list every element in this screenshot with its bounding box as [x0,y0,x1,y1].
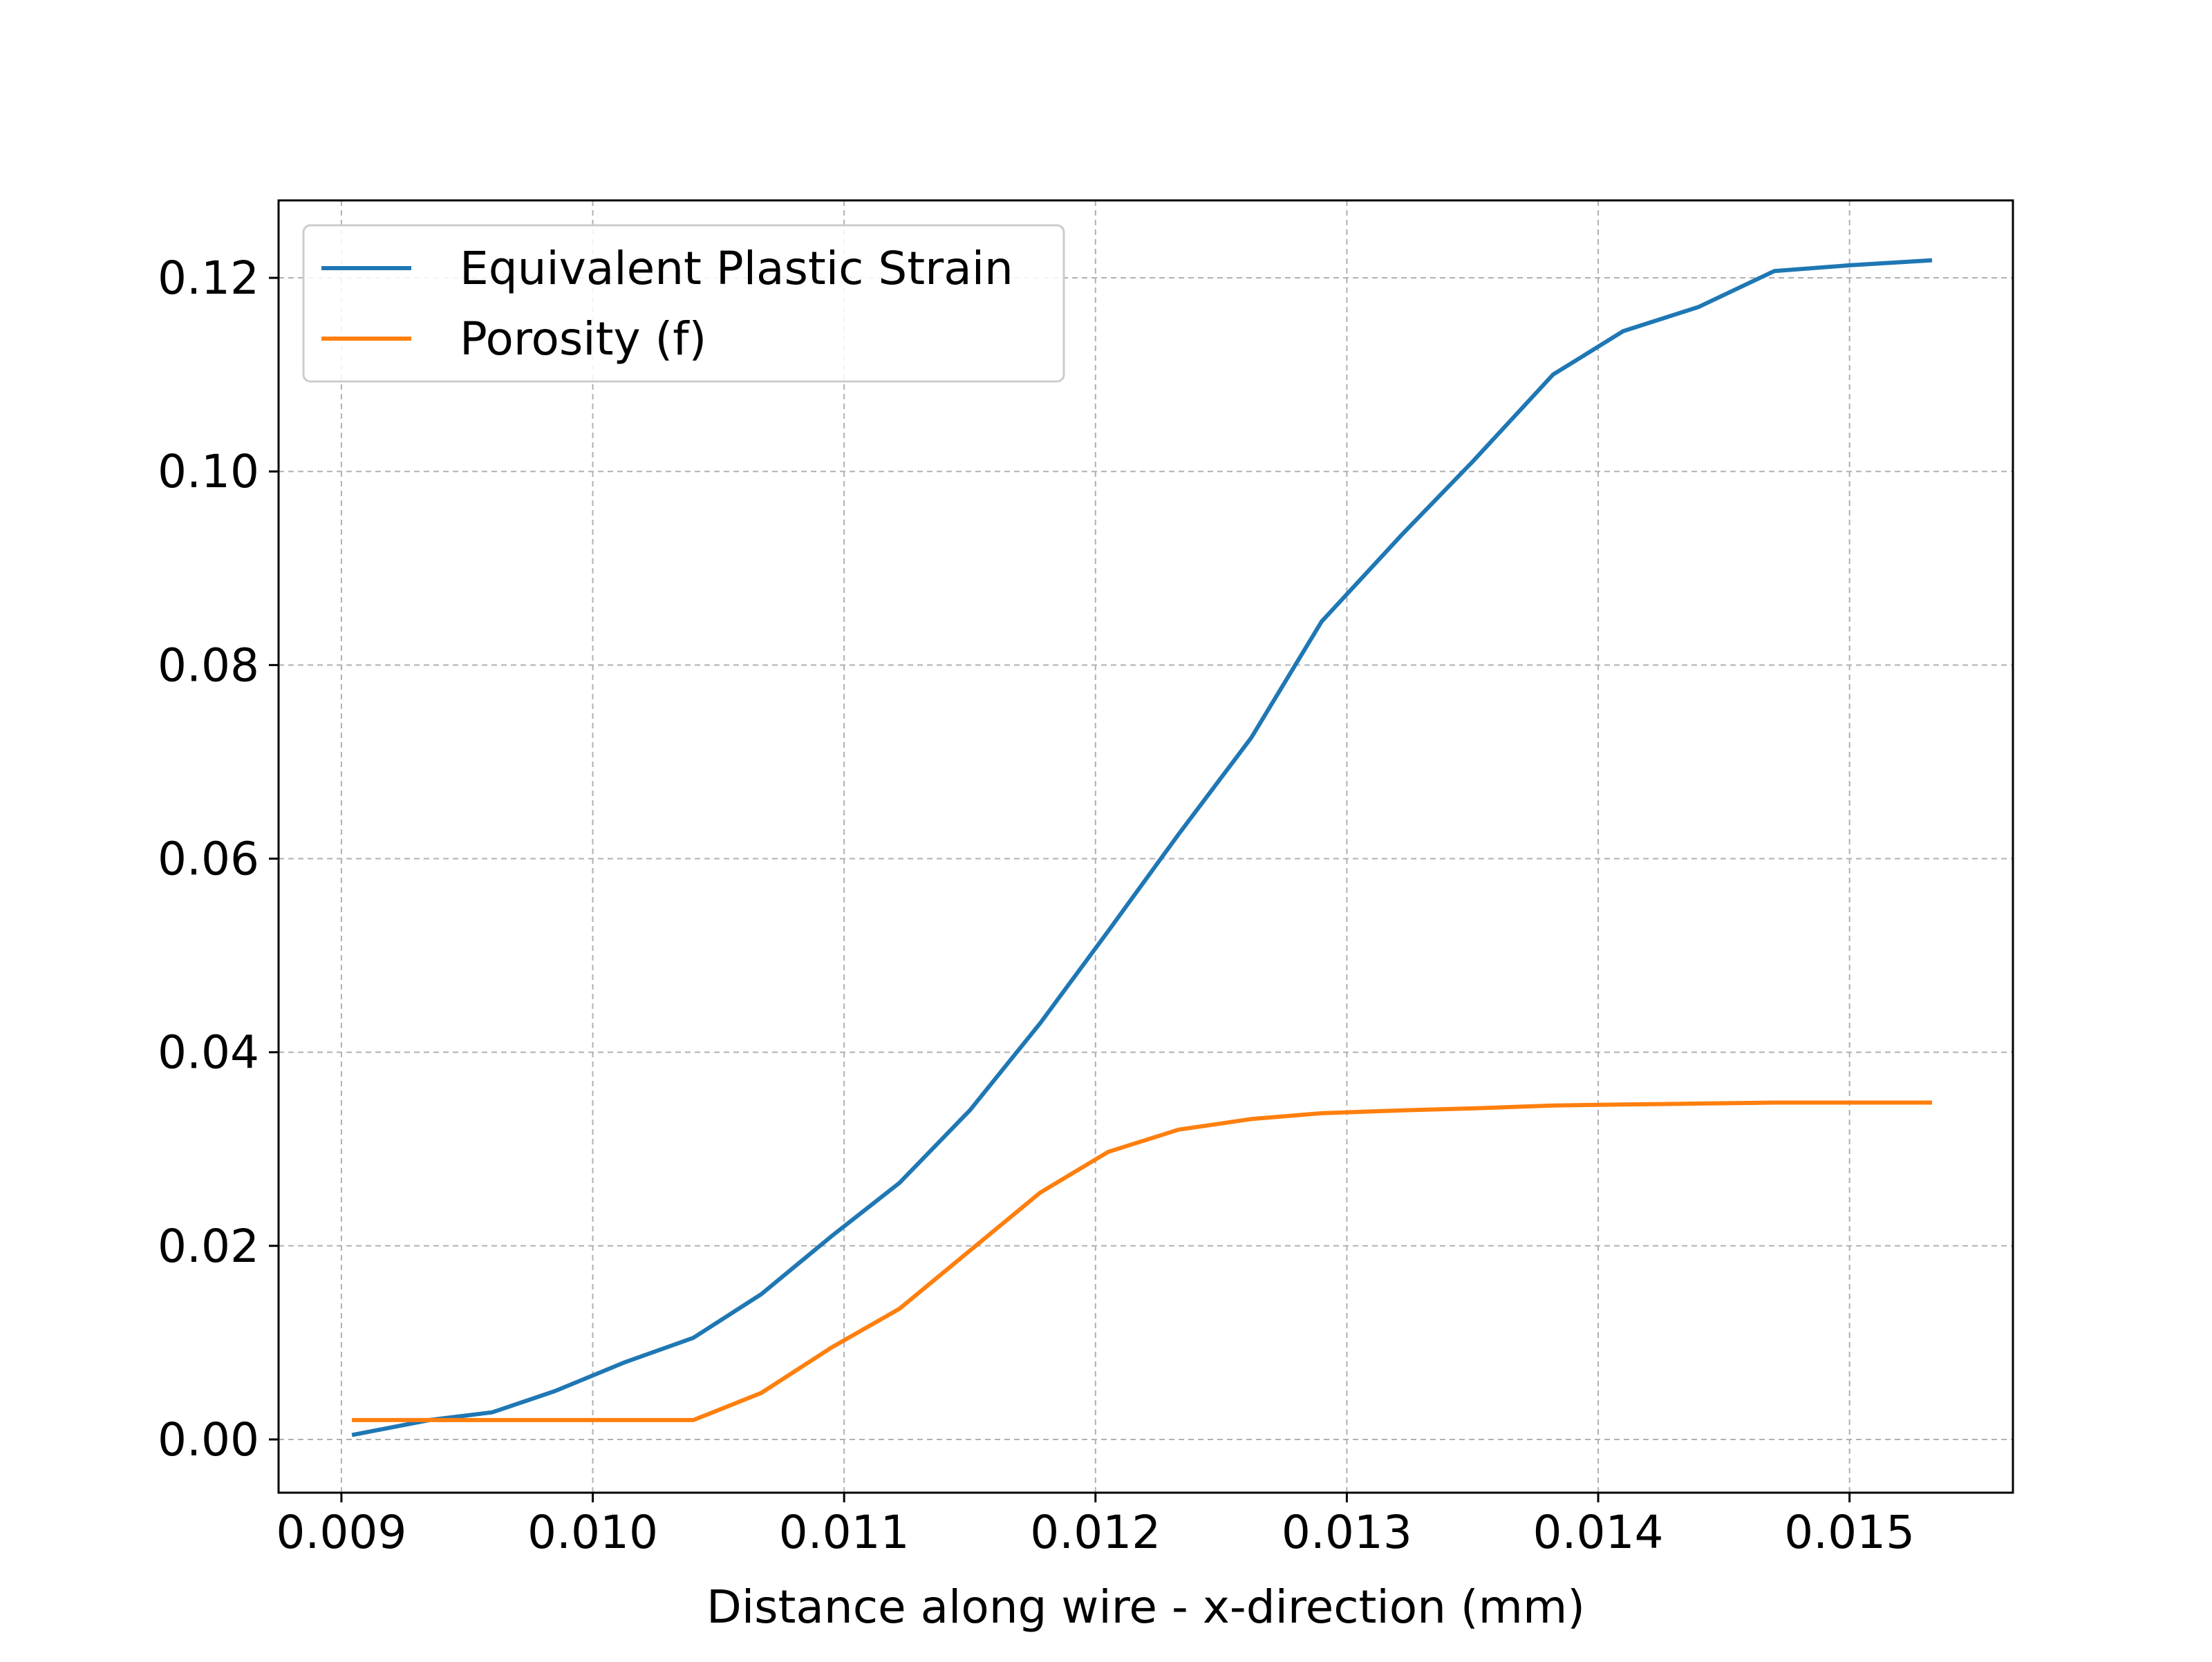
y-tick-label: 0.10 [158,445,259,498]
y-tick-label: 0.00 [158,1413,259,1466]
legend-label: Porosity (f) [460,312,706,366]
y-axis: 0.00 0.02 0.04 0.06 0.08 0.10 0.12 [158,252,279,1466]
x-axis-label: Distance along wire - x-direction (mm) [706,1580,1585,1634]
grid [279,200,2013,1493]
y-tick-label: 0.12 [158,252,259,305]
x-tick-label: 0.012 [1030,1506,1161,1559]
x-tick-label: 0.013 [1282,1506,1412,1559]
x-tick-label: 0.009 [276,1506,406,1559]
legend-box [302,224,1065,383]
x-tick-label: 0.010 [527,1506,658,1559]
x-tick-label: 0.014 [1533,1506,1664,1559]
y-tick-label: 0.02 [158,1220,259,1273]
x-tick-label: 0.015 [1784,1506,1915,1559]
plot-lines [351,258,1933,1437]
y-tick-label: 0.04 [158,1026,259,1079]
series-line-equivalent-plastic-strain [351,258,1933,1437]
plot-frame [277,199,2014,1494]
x-axis: 0.009 0.010 0.011 0.012 0.013 0.014 0.015 [276,1493,1915,1559]
legend-label: Equivalent Plastic Strain [460,242,1013,295]
x-tick-label: 0.011 [779,1506,910,1559]
legend: Equivalent Plastic Strain Porosity (f) [302,224,1065,383]
series-line-porosity [352,1100,1932,1422]
y-tick-label: 0.06 [158,833,259,886]
y-tick-label: 0.08 [158,639,259,692]
